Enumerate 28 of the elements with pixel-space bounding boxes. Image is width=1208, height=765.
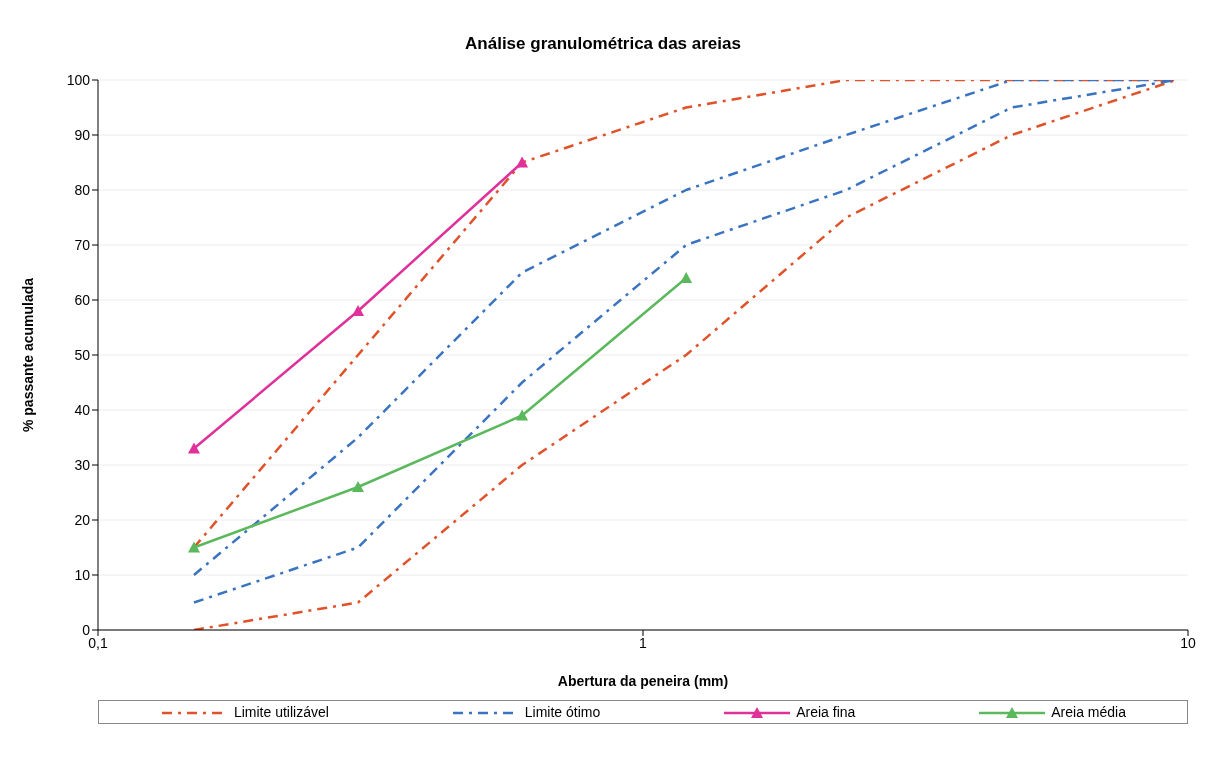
y-tick-label: 10 bbox=[74, 566, 91, 583]
legend-label: Areia média bbox=[1050, 704, 1126, 721]
point bbox=[187, 442, 200, 454]
point bbox=[516, 409, 529, 421]
y-tick-label: 50 bbox=[74, 346, 91, 363]
point bbox=[352, 481, 365, 492]
y-tick-label: 90 bbox=[74, 126, 91, 143]
y-tick-label: 20 bbox=[74, 511, 91, 528]
legend-label: Areia fina bbox=[795, 704, 856, 721]
legend-label: Limite utilizável bbox=[232, 704, 329, 721]
x-axis-title: Abertura da peneira (mm) bbox=[557, 673, 729, 689]
point bbox=[352, 305, 365, 316]
x-tick-label: 1 bbox=[639, 634, 648, 651]
y-tick-label: 80 bbox=[74, 181, 91, 198]
point bbox=[680, 272, 693, 283]
point bbox=[187, 541, 200, 553]
legend-label: Limite ótimo bbox=[523, 704, 601, 721]
y-tick-label: 0 bbox=[82, 621, 91, 638]
chart-title: Análise granulométrica das areias bbox=[464, 33, 742, 55]
x-tick-label: 10 bbox=[1180, 634, 1196, 651]
y-tick-label: 70 bbox=[74, 236, 91, 253]
y-axis-title: % passante acumulada bbox=[19, 277, 36, 433]
y-tick-label: 60 bbox=[74, 291, 91, 308]
x-tick-label: 0,1 bbox=[88, 634, 108, 651]
y-tick-label: 100 bbox=[66, 71, 91, 88]
point bbox=[516, 156, 529, 168]
y-tick-label: 30 bbox=[74, 456, 91, 473]
y-tick-label: 40 bbox=[74, 401, 91, 418]
